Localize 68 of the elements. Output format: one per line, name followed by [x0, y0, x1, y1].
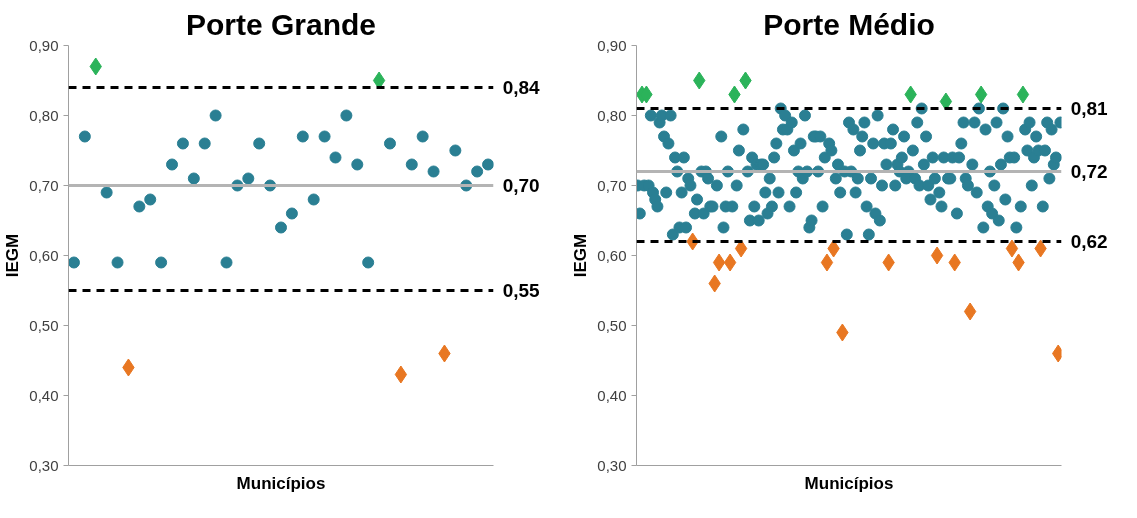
point — [383, 137, 396, 150]
ref-line-label: 0,55 — [502, 280, 541, 301]
y-tick-label: 0,70 — [597, 176, 627, 194]
point — [220, 256, 233, 269]
y-tick-label: 0,90 — [597, 36, 627, 54]
point — [329, 151, 342, 164]
y-tick-label: 0,80 — [597, 106, 627, 124]
y-tick-label: 0,80 — [29, 106, 59, 124]
y-tick-label: 0,50 — [29, 316, 59, 334]
point — [405, 158, 418, 171]
y-axis-title: IEGM — [3, 233, 23, 278]
point — [100, 186, 113, 199]
y-tick-label: 0,30 — [597, 456, 627, 474]
point — [285, 207, 298, 220]
y-tick-label: 0,90 — [29, 36, 59, 54]
point — [974, 85, 988, 104]
point — [307, 193, 320, 206]
y-tick-label: 0,60 — [597, 246, 627, 264]
point — [449, 144, 462, 157]
point — [340, 109, 353, 122]
point — [242, 172, 255, 185]
point — [471, 165, 484, 178]
point — [155, 256, 168, 269]
point — [482, 158, 494, 171]
point — [712, 253, 726, 272]
point — [351, 158, 364, 171]
point — [1005, 239, 1019, 258]
y-tick-label: 0,30 — [29, 456, 59, 474]
ref-line-label: 0,81 — [1070, 98, 1109, 119]
point — [68, 256, 80, 269]
x-axis-title: Municípios — [236, 473, 326, 493]
point — [734, 239, 748, 258]
point — [209, 109, 222, 122]
ref-line-label: 0,62 — [1070, 231, 1108, 252]
point — [963, 302, 977, 321]
point — [78, 130, 91, 143]
y-tick-label: 0,40 — [29, 386, 59, 404]
chart-title: Porte Grande — [185, 7, 377, 41]
y-tick-label: 0,50 — [597, 316, 627, 334]
point — [362, 256, 375, 269]
point — [939, 92, 953, 111]
point — [394, 365, 408, 384]
point — [416, 130, 429, 143]
point — [111, 256, 124, 269]
point — [187, 172, 200, 185]
point — [820, 253, 834, 272]
point — [296, 130, 309, 143]
point — [930, 246, 944, 265]
point — [144, 193, 157, 206]
point — [427, 165, 440, 178]
point — [133, 200, 146, 213]
point — [253, 137, 266, 150]
point — [166, 158, 179, 171]
ref-line-label: 0,84 — [502, 77, 541, 98]
point — [318, 130, 331, 143]
point — [723, 253, 737, 272]
x-axis-title: Municípios — [804, 473, 894, 493]
point — [1016, 85, 1030, 104]
y-axis-title: IEGM — [571, 233, 591, 278]
point — [275, 221, 287, 234]
chart-title: Porte Médio — [763, 7, 935, 41]
ref-line-label: 0,70 — [502, 175, 540, 196]
y-tick-label: 0,40 — [597, 386, 627, 404]
point — [176, 137, 189, 150]
y-tick-label: 0,60 — [29, 246, 59, 264]
point — [198, 137, 211, 150]
ref-line-label: 0,72 — [1070, 161, 1108, 182]
y-tick-label: 0,70 — [29, 176, 59, 194]
